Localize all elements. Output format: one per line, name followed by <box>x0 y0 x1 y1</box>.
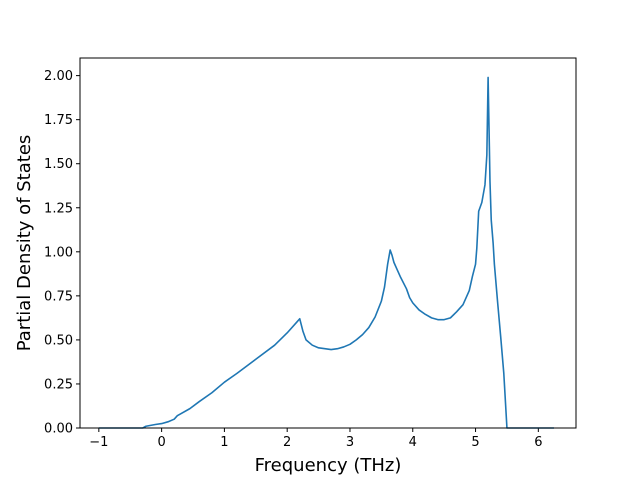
x-tick-label: 5 <box>471 435 479 450</box>
y-axis-label: Partial Density of States <box>14 135 35 352</box>
y-axis-ticks: 0.00 0.25 0.50 0.75 1.00 1.25 1.50 1.75 2.00 <box>44 69 80 437</box>
y-tick-label: 1.75 <box>44 113 73 128</box>
x-tick-label: 0 <box>157 435 165 450</box>
y-tick-label: 2.00 <box>44 69 73 84</box>
y-tick-label: 0.75 <box>44 289 73 304</box>
x-tick-label: 4 <box>409 435 417 450</box>
plot-frame <box>79 57 577 429</box>
y-tick-label: 1.25 <box>44 201 73 216</box>
y-tick-label: 0.25 <box>44 377 73 392</box>
y-tick-label: 1.50 <box>44 157 73 172</box>
x-axis-ticks: −1 0 1 2 3 4 5 6 <box>89 428 542 450</box>
plot-background <box>80 58 576 428</box>
y-tick-label: 1.00 <box>44 245 73 260</box>
x-tick-label: 1 <box>220 435 228 450</box>
y-tick-label: 0.50 <box>44 333 73 348</box>
x-tick-label: −1 <box>89 435 108 450</box>
x-tick-label: 6 <box>534 435 542 450</box>
x-tick-label: 2 <box>283 435 291 450</box>
x-tick-label: 3 <box>346 435 354 450</box>
dos-series-line <box>98 76 555 429</box>
x-axis-label: Frequency (THz) <box>255 455 402 476</box>
y-tick-label: 0.00 <box>44 422 73 437</box>
